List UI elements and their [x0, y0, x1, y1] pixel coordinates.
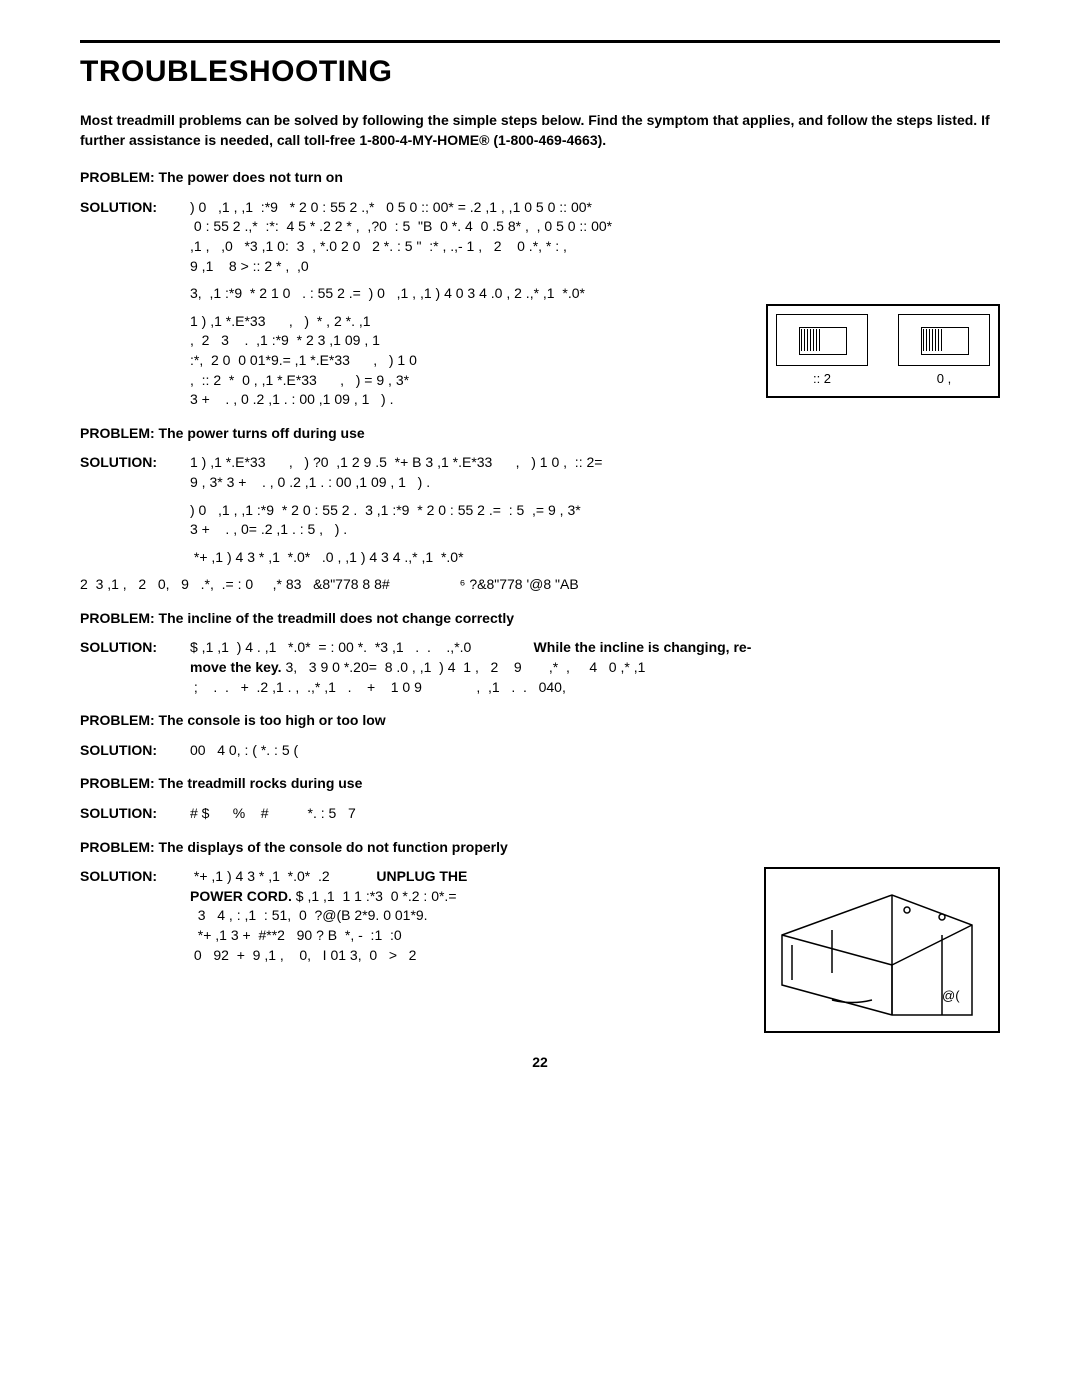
solution-label: SOLUTION: — [80, 198, 190, 276]
solution-text: 1 ) ,1 *.E*33 , ) * , 2 *. ,1 , 2 3 . ,1… — [190, 312, 746, 410]
solution-text: $ ,1 ,1 ) 4 . ,1 *.0* = : 00 *. *3 ,1 . … — [190, 638, 1000, 697]
top-rule — [80, 40, 1000, 43]
problem-heading: PROBLEM: The treadmill rocks during use — [80, 774, 1000, 794]
solution-label: SOLUTION: — [80, 804, 190, 824]
figure-label: :: 2 — [776, 370, 868, 388]
solution-text: 2 3 ,1 , 2 0, 9 .*, .= : 0 ,* 83 &8"778 … — [80, 575, 1000, 595]
figure-switch: :: 2 0 , — [766, 304, 1000, 398]
solution-text-span: $ ,1 ,1 ) 4 . ,1 *.0* = : 00 *. *3 ,1 . … — [190, 639, 534, 655]
solution-text: *+ ,1 ) 4 3 * ,1 *.0* .2 UNPLUG THE POWE… — [190, 867, 744, 965]
solution-label: SOLUTION: — [80, 638, 190, 697]
figure-hood: @( — [764, 867, 1000, 1033]
solution-text: ) 0 ,1 , ,1 :*9 * 2 0 : 55 2 . 3 ,1 :*9 … — [190, 501, 1000, 540]
solution-label: SOLUTION: — [80, 867, 190, 965]
problem-heading: PROBLEM: The displays of the console do … — [80, 838, 1000, 858]
problem-heading: PROBLEM: The console is too high or too … — [80, 711, 1000, 731]
switch-icon-reset — [898, 314, 990, 366]
solution-text: ) 0 ,1 , ,1 :*9 * 2 0 : 55 2 .,* 0 5 0 :… — [190, 198, 1000, 276]
page-number: 22 — [80, 1053, 1000, 1073]
hood-diagram-icon: @( — [772, 875, 992, 1025]
solution-text: 3, ,1 :*9 * 2 1 0 . : 55 2 .= ) 0 ,1 , ,… — [190, 284, 1000, 304]
solution-text: 1 ) ,1 *.E*33 , ) ?0 ,1 2 9 .5 *+ B 3 ,1… — [190, 453, 1000, 492]
intro-paragraph: Most treadmill problems can be solved by… — [80, 111, 1000, 150]
figure-label: 0 , — [898, 370, 990, 388]
page-title: TROUBLESHOOTING — [80, 51, 1000, 93]
problem-heading: PROBLEM: The incline of the treadmill do… — [80, 609, 1000, 629]
solution-label: SOLUTION: — [80, 453, 190, 492]
solution-text: # $ % # *. : 5 7 — [190, 804, 1000, 824]
problem-heading: PROBLEM: The power does not turn on — [80, 168, 1000, 188]
solution-text: *+ ,1 ) 4 3 * ,1 *.0* .0 , ,1 ) 4 3 4 .,… — [190, 548, 1000, 568]
solution-text-span: *+ ,1 ) 4 3 * ,1 *.0* .2 — [190, 868, 376, 884]
figure-callout: @( — [942, 988, 960, 1003]
problem-heading: PROBLEM: The power turns off during use — [80, 424, 1000, 444]
solution-text: 00 4 0, : ( *. : 5 ( — [190, 741, 1000, 761]
switch-icon-tripped — [776, 314, 868, 366]
solution-label: SOLUTION: — [80, 741, 190, 761]
